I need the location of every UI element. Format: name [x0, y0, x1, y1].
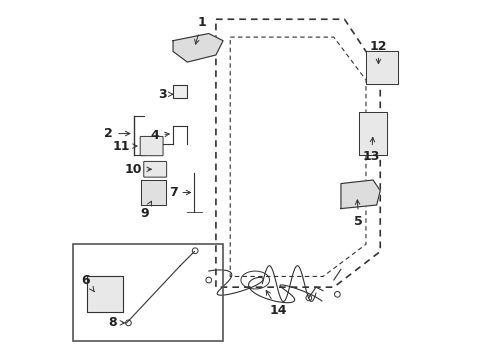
Text: 12: 12 [369, 40, 386, 64]
FancyBboxPatch shape [140, 136, 163, 156]
Text: 3: 3 [158, 88, 172, 101]
Text: 5: 5 [354, 200, 363, 228]
Text: 6: 6 [81, 274, 94, 292]
FancyBboxPatch shape [143, 161, 166, 177]
Polygon shape [340, 180, 380, 208]
Polygon shape [173, 85, 187, 98]
Polygon shape [358, 112, 386, 155]
Polygon shape [87, 276, 123, 312]
Bar [73, 244, 223, 341]
Text: 11: 11 [112, 140, 137, 153]
Text: 14: 14 [265, 291, 286, 317]
Text: 7: 7 [168, 186, 190, 199]
Text: 2: 2 [104, 127, 130, 140]
Text: 13: 13 [362, 138, 379, 163]
Text: 1: 1 [194, 16, 205, 44]
Text: 8: 8 [108, 316, 124, 329]
Polygon shape [141, 180, 165, 205]
Polygon shape [173, 33, 223, 62]
Text: 9: 9 [140, 201, 151, 220]
Polygon shape [365, 51, 397, 84]
Text: 4: 4 [150, 129, 169, 142]
Text: 10: 10 [125, 163, 151, 176]
